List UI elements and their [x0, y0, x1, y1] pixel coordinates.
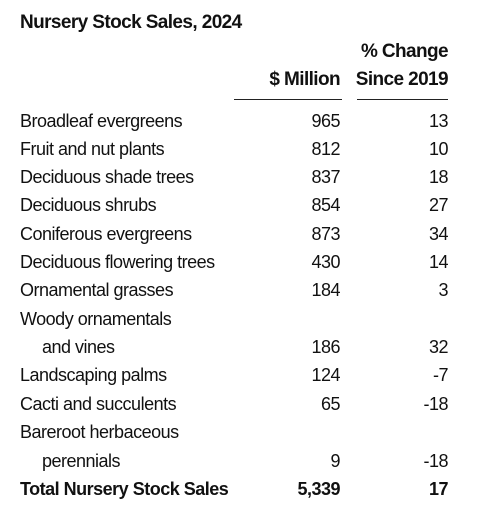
row-pct-change: -18	[423, 451, 448, 471]
row-pct-change: 27	[428, 195, 449, 215]
table-row: Deciduous shrubs 854 27	[0, 195, 482, 223]
header-million: $ Million	[269, 69, 340, 90]
header-pct-change-line1: % Change	[360, 41, 449, 62]
table-row-label-line1: Bareroot herbaceous	[0, 422, 482, 450]
row-million: 837	[311, 167, 340, 187]
row-label: Deciduous flowering trees	[20, 252, 215, 272]
header-divider-million	[234, 99, 342, 100]
row-million: 873	[311, 224, 340, 244]
row-million: 965	[311, 111, 340, 131]
table-row: Cacti and succulents 65 -18	[0, 394, 482, 422]
table-row: perennials 9 -18	[0, 451, 482, 479]
row-million: 124	[311, 365, 340, 385]
row-pct-change: 3	[438, 280, 448, 300]
row-pct-change: 13	[428, 111, 449, 131]
header-divider-pct	[357, 99, 448, 100]
row-label: Deciduous shrubs	[20, 195, 157, 215]
row-label: Deciduous shade trees	[20, 167, 194, 187]
row-pct-change: 18	[428, 167, 449, 187]
row-pct-change: -18	[423, 394, 448, 414]
row-label: Ornamental grasses	[20, 280, 174, 300]
table-row-label-line1: Woody ornamentals	[0, 309, 482, 337]
row-million: 430	[311, 252, 340, 272]
total-pct-change: 17	[428, 479, 449, 499]
table-title: Nursery Stock Sales, 2024	[20, 12, 242, 33]
table-row: Deciduous flowering trees 430 14	[0, 252, 482, 280]
row-label: Coniferous evergreens	[20, 224, 192, 244]
row-label: Landscaping palms	[20, 365, 167, 385]
row-million: 812	[311, 139, 340, 159]
row-label-continued: and vines	[42, 337, 115, 357]
row-pct-change: 10	[428, 139, 449, 159]
table-row: Landscaping palms 124 -7	[0, 365, 482, 393]
table-row: Deciduous shade trees 837 18	[0, 167, 482, 195]
row-label: Fruit and nut plants	[20, 139, 165, 159]
row-million: 65	[320, 394, 341, 414]
row-pct-change: 32	[428, 337, 449, 357]
row-pct-change: -7	[432, 365, 449, 385]
total-label: Total Nursery Stock Sales	[20, 479, 229, 499]
table-row: Coniferous evergreens 873 34	[0, 224, 482, 252]
row-million: 9	[330, 451, 340, 471]
header-pct-change-line2: Since 2019	[355, 69, 449, 90]
row-pct-change: 34	[428, 224, 449, 244]
row-million: 854	[311, 195, 340, 215]
row-label: Woody ornamentals	[20, 309, 172, 329]
table-row: Ornamental grasses 184 3	[0, 280, 482, 308]
row-label-continued: perennials	[42, 451, 121, 471]
row-label: Bareroot herbaceous	[20, 422, 179, 442]
row-label: Broadleaf evergreens	[20, 111, 183, 131]
row-label: Cacti and succulents	[20, 394, 177, 414]
table-row: and vines 186 32	[0, 337, 482, 365]
row-million: 184	[311, 280, 340, 300]
total-row: Total Nursery Stock Sales 5,339 17	[0, 479, 482, 507]
row-pct-change: 14	[428, 252, 449, 272]
table-row: Broadleaf evergreens 965 13	[0, 111, 482, 139]
total-million: 5,339	[297, 479, 340, 499]
table-row: Fruit and nut plants 812 10	[0, 139, 482, 167]
row-million: 186	[311, 337, 340, 357]
